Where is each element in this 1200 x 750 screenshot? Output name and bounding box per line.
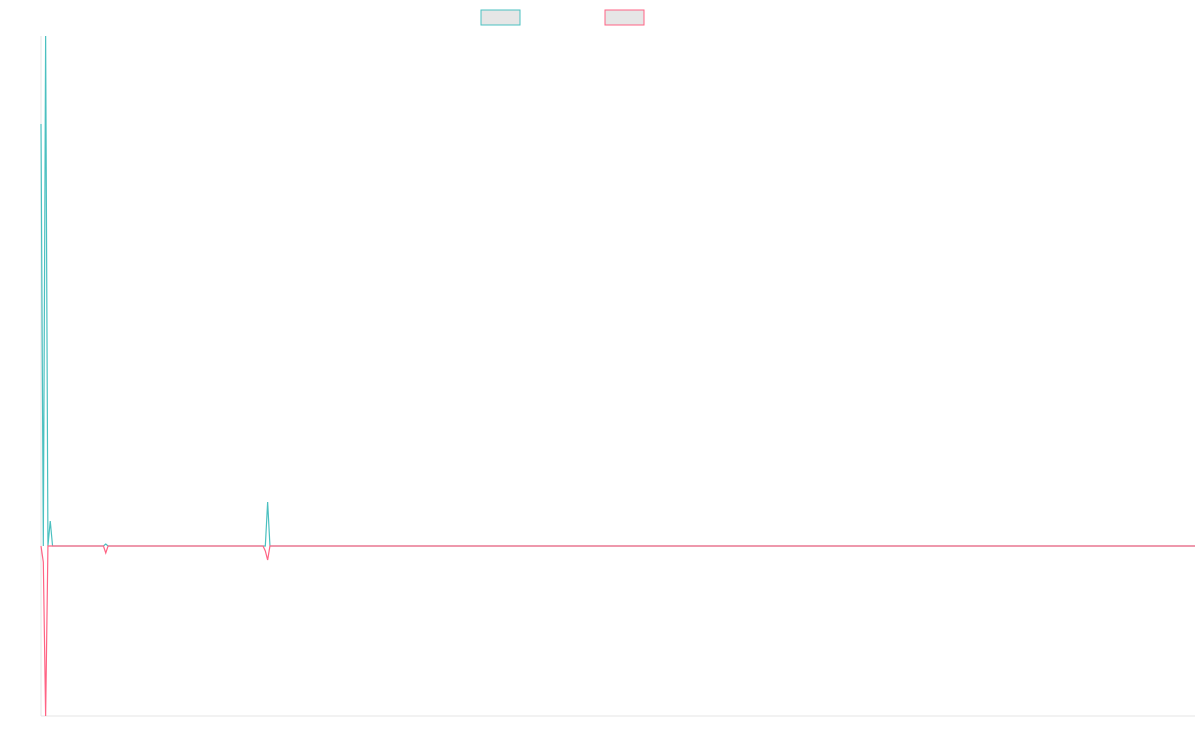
series-line-2 [40,545,1195,717]
legend [480,9,645,26]
legend-swatch-2[interactable] [604,9,645,26]
legend-swatch-1[interactable] [480,9,521,26]
series-lines [40,35,1195,717]
axes [40,36,1195,717]
series-line-1 [40,35,1195,547]
